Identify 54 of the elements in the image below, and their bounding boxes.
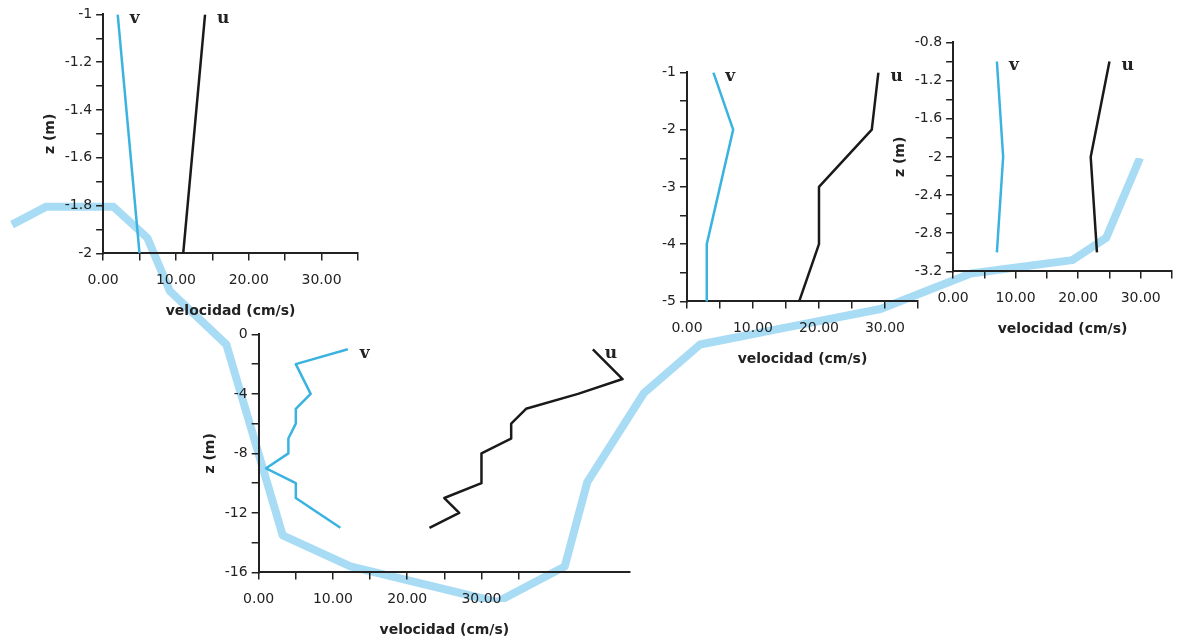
y-tick-label: -8	[233, 444, 248, 461]
y-tick-label: -1.6	[64, 148, 93, 165]
series-label: u	[217, 7, 230, 28]
x-tick-label: 20.00	[1058, 289, 1099, 306]
y-tick-label: -2	[78, 244, 93, 261]
x-tick-label: 10.00	[312, 590, 353, 607]
series-label: v	[1007, 54, 1020, 75]
x-axis-title: velocidad (cm/s)	[379, 621, 510, 638]
x-tick-label: 30.00	[461, 590, 502, 607]
y-tick-label: -2.4	[914, 185, 943, 202]
x-tick-label: 10.00	[995, 289, 1036, 306]
y-tick-label: -1.2	[914, 71, 943, 88]
x-tick-label: 20.00	[228, 271, 269, 288]
x-axis-title: velocidad (cm/s)	[997, 320, 1128, 337]
y-tick-label: -1	[661, 63, 676, 80]
series-label: u	[890, 65, 903, 86]
x-tick-label: 10.00	[732, 319, 774, 336]
y-tick-label: -4	[233, 384, 248, 401]
x-tick-label: 20.00	[387, 590, 428, 607]
y-tick-label: -4	[661, 234, 677, 251]
y-tick-label: -0.8	[914, 33, 943, 50]
y-tick-label: -1.8	[64, 196, 93, 213]
y-tick-label: -2.8	[914, 223, 943, 240]
x-axis-title: velocidad (cm/s)	[737, 350, 868, 367]
series-label: u	[1121, 54, 1134, 75]
y-tick-label: -1.2	[64, 52, 93, 69]
y-tick-label: -1.4	[64, 100, 93, 117]
y-axis-title: z (m)	[891, 136, 908, 178]
x-tick-label: 30.00	[1120, 289, 1161, 306]
x-tick-label: 0.00	[87, 271, 119, 288]
x-tick-label: 0.00	[671, 319, 703, 336]
series-label: v	[358, 342, 371, 363]
y-tick-label: -1	[78, 5, 93, 22]
y-axis-title: z (m)	[201, 433, 218, 474]
y-tick-label: -5	[661, 292, 676, 309]
x-tick-label: 10.00	[155, 271, 196, 288]
x-tick-label: 20.00	[798, 319, 840, 336]
series-label: v	[724, 65, 737, 86]
series-label: u	[604, 342, 618, 363]
y-tick-label: 0	[238, 325, 248, 342]
y-tick-label: -1.6	[914, 109, 943, 126]
x-axis-title: velocidad (cm/s)	[165, 302, 296, 319]
x-tick-label: 0.00	[243, 590, 275, 607]
x-tick-label: 30.00	[864, 319, 906, 336]
series-label: v	[128, 7, 141, 28]
y-tick-label: -12	[224, 503, 248, 520]
y-tick-label: -16	[224, 563, 248, 580]
y-tick-label: -2	[928, 147, 943, 164]
x-tick-label: 30.00	[301, 271, 342, 288]
y-axis-title: z (m)	[41, 113, 58, 155]
y-tick-label: -2	[661, 120, 676, 137]
x-tick-label: 0.00	[937, 289, 969, 306]
y-tick-label: -3	[661, 177, 676, 194]
y-tick-label: -3.2	[914, 262, 943, 279]
